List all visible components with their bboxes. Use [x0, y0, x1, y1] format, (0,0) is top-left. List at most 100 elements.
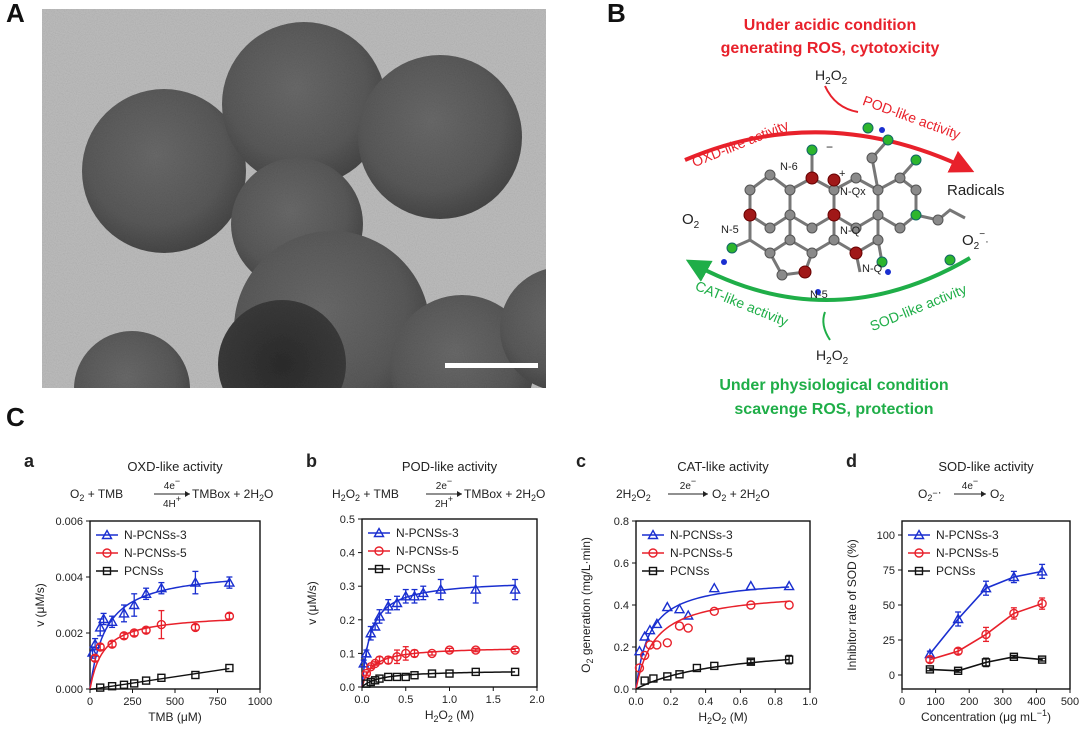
- data-point: [155, 582, 168, 593]
- data-point: [510, 667, 520, 677]
- x-tick-label: 0.8: [768, 696, 783, 708]
- data-point: [408, 590, 421, 601]
- legend-marker: [914, 548, 924, 558]
- legend-marker: [374, 564, 384, 574]
- data-point: [644, 624, 656, 635]
- data-point: [362, 679, 371, 688]
- x-tick-label: 500: [166, 696, 184, 708]
- reaction-equation: 2H2O2 2e− O2 + 2H2O: [616, 476, 770, 503]
- nanosphere: [74, 331, 190, 388]
- series-pcnss: [635, 654, 794, 690]
- data-point: [692, 663, 702, 673]
- y-tick-label: 0.8: [614, 516, 629, 528]
- equation-above: 4e−: [164, 476, 180, 492]
- data-point: [952, 613, 964, 624]
- data-point: [401, 672, 410, 682]
- legend-label: PCNSs: [936, 564, 975, 578]
- acidic-title-line1: Under acidic condition: [744, 17, 916, 34]
- data-point: [409, 648, 420, 659]
- fit-curve: [89, 580, 230, 690]
- fit-curve: [635, 600, 790, 690]
- legend-item: N-PCNSs-5: [642, 546, 733, 560]
- legend-item: N-PCNSs-5: [368, 544, 459, 558]
- y-tick-label: 0.006: [55, 516, 83, 528]
- data-point: [156, 619, 167, 630]
- data-point: [953, 646, 963, 656]
- h2o2-input-arrow: [824, 85, 859, 113]
- x-tick-label: 200: [960, 696, 978, 708]
- legend-label: PCNSs: [670, 564, 709, 578]
- y-tick-label: 0.002: [55, 628, 83, 640]
- data-point: [392, 672, 402, 682]
- chart-letter: b: [306, 451, 317, 471]
- x-axis-label: TMB (μM): [148, 710, 202, 724]
- nq-label-center: N-Q: [840, 225, 861, 237]
- data-point: [661, 601, 674, 612]
- y-tick-label: 0.000: [55, 684, 83, 696]
- x-tick-label: 1000: [248, 696, 272, 708]
- data-point: [225, 663, 234, 673]
- legend-item: N-PCNSs-5: [96, 546, 187, 560]
- data-point: [90, 653, 100, 663]
- data-point: [401, 648, 411, 659]
- data-point: [674, 621, 685, 631]
- data-point: [223, 576, 236, 587]
- equation-arrowhead: [703, 491, 708, 497]
- data-point: [141, 625, 151, 635]
- data-point: [675, 670, 684, 679]
- y-tick-label: 50: [883, 600, 895, 612]
- data-point: [471, 667, 480, 677]
- data-point: [783, 580, 795, 591]
- reaction-equation: O2 + TMB 4e− 4H+ TMBox + 2H2O: [70, 476, 273, 510]
- legend-label: N-PCNSs-3: [124, 528, 187, 542]
- legend-marker: [102, 566, 112, 576]
- y-tick-label: 0.4: [614, 600, 629, 612]
- chart-title: OXD-like activity: [127, 459, 223, 474]
- x-tick-label: 100: [926, 696, 944, 708]
- x-tick-label: 500: [1061, 696, 1079, 708]
- legend-marker: [101, 529, 113, 540]
- legend-label: N-PCNSs-3: [670, 528, 733, 542]
- data-point: [746, 657, 756, 666]
- equation-arrowhead: [981, 491, 986, 497]
- data-point: [384, 672, 393, 682]
- y-tick-label: 0.0: [340, 682, 355, 694]
- data-point: [639, 650, 650, 661]
- data-point: [435, 583, 447, 594]
- series-n-pcnss-3: [358, 575, 521, 688]
- acidic-title-line2: generating ROS, cytotoxicity: [721, 40, 940, 57]
- nanosphere: [500, 269, 546, 388]
- data-point: [118, 607, 130, 618]
- chart-letter: a: [24, 451, 35, 471]
- legend-label: PCNSs: [396, 562, 435, 576]
- data-point: [634, 663, 645, 673]
- axes: 0 250 500 750 1000 0.000 0.002 0.004 0.006: [55, 516, 272, 708]
- data-point: [663, 672, 672, 681]
- data-point: [128, 599, 140, 610]
- data-point: [925, 654, 935, 665]
- data-point: [365, 627, 377, 638]
- x-tick-label: 0: [899, 696, 905, 708]
- y-axis-label: O2 generation (mg/L·min): [579, 537, 595, 673]
- data-point: [391, 597, 403, 608]
- y-tick-label: 0.3: [340, 581, 355, 593]
- equation-rhs: TMBox + 2H2O: [192, 487, 273, 503]
- data-point: [106, 615, 118, 626]
- data-point: [191, 670, 200, 680]
- data-point: [710, 661, 719, 671]
- fit-curve: [361, 648, 516, 688]
- equation-rhs: O2: [990, 487, 1004, 503]
- oxd-label: OXD-like activity: [690, 117, 791, 170]
- data-point: [1009, 608, 1019, 619]
- sod-label: SOD-like activity: [868, 281, 969, 334]
- n6-label: N-6: [780, 161, 798, 173]
- equation-lhs: H2O2 + TMB: [332, 487, 399, 503]
- nqx-label: N-Qx: [840, 186, 866, 198]
- x-tick-label: 750: [208, 696, 226, 708]
- data-point: [95, 683, 105, 692]
- x-tick-label: 0.4: [698, 696, 713, 708]
- legend-item: N-PCNSs-5: [908, 546, 999, 560]
- x-tick-label: 1.5: [486, 694, 501, 706]
- x-tick-label: 300: [994, 696, 1012, 708]
